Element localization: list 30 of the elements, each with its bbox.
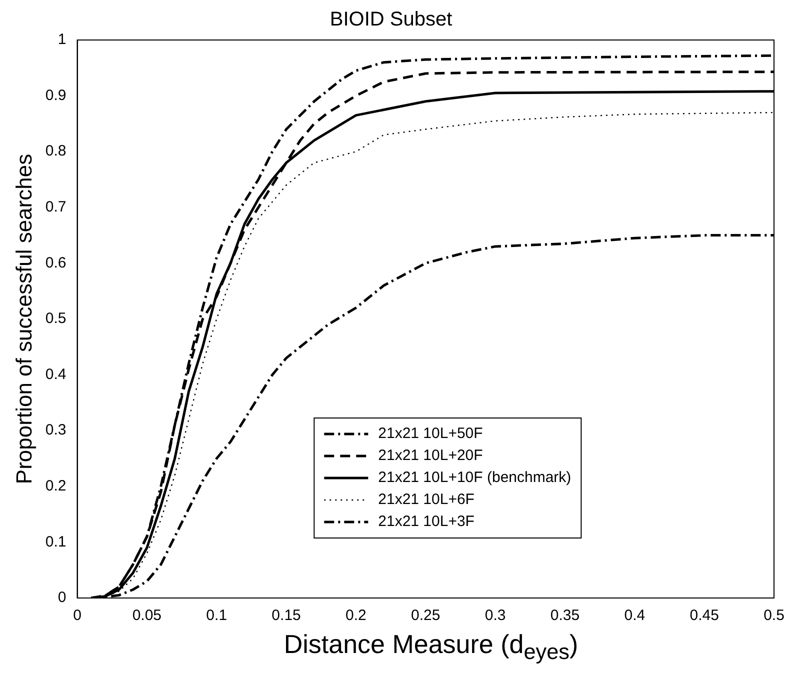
y-tick-label: 0.2 bbox=[45, 478, 66, 495]
legend-label: 21x21 10L+50F bbox=[378, 425, 483, 442]
y-tick-label: 0.5 bbox=[45, 310, 66, 328]
y-tick-label: 0.7 bbox=[45, 198, 66, 216]
x-tick-label: 0 bbox=[73, 607, 82, 624]
legend-label: 21x21 10L+3F bbox=[378, 513, 474, 530]
x-tick-label: 0.1 bbox=[206, 607, 228, 624]
legend-label: 21x21 10L+10F (benchmark) bbox=[378, 469, 572, 486]
y-tick-label: 0.9 bbox=[45, 86, 66, 104]
x-axis-title: Distance Measure (d$_{eyes}$) bbox=[282, 628, 580, 666]
x-tick-label: 0.3 bbox=[484, 607, 506, 624]
x-tick-label: 0.15 bbox=[272, 607, 301, 624]
x-tick-label: 0.35 bbox=[550, 607, 580, 624]
x-tick-label: 0.4 bbox=[624, 607, 646, 624]
y-tick-label: 0.1 bbox=[45, 533, 66, 550]
y-tick-label: 0.4 bbox=[45, 366, 66, 383]
legend-label: 21x21 10L+20F bbox=[378, 447, 483, 464]
y-tick-label: 0.8 bbox=[45, 142, 66, 160]
y-tick-label: 0.6 bbox=[45, 254, 66, 272]
x-tick-label: 0.05 bbox=[132, 607, 162, 624]
y-tick-label: 0.3 bbox=[45, 422, 66, 439]
x-tick-label: 0.25 bbox=[411, 607, 440, 624]
y-tick-label: 0 bbox=[58, 589, 66, 606]
y-axis-title: Proportion of successful searches bbox=[11, 154, 36, 484]
chart-title: BIOID Subset bbox=[330, 8, 453, 31]
y-tick-label: 1 bbox=[58, 31, 66, 48]
x-tick-label: 0.45 bbox=[690, 607, 719, 624]
x-tick-label: 0.2 bbox=[346, 607, 366, 624]
x-tick-label: 0.5 bbox=[764, 607, 784, 624]
legend-label: 21x21 10L+6F bbox=[378, 491, 474, 508]
